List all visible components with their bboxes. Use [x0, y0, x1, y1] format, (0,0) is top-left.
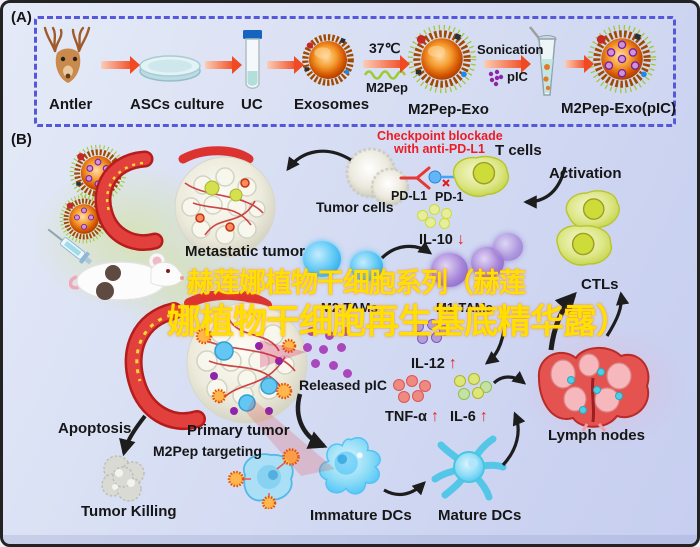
pic-dots-icon	[488, 69, 504, 87]
cytokine-il10-name: IL-10	[419, 232, 453, 248]
watermark-line2: 娜植物干细胞再生基底精华露）	[167, 302, 630, 342]
process-arrow-5	[484, 55, 531, 73]
immature-dc-icon	[318, 437, 381, 495]
m2pep-exosome-pic-icon	[587, 24, 657, 94]
tumor-killing-cell-icon	[101, 455, 145, 502]
ctl-cell-icon-2	[556, 225, 613, 266]
m1-tams-label: M1-TAMs	[436, 300, 493, 315]
cytokine-tnf: TNF-α ↑	[385, 408, 439, 426]
cytokine-il6: IL-6 ↑	[450, 408, 488, 426]
il6-dots	[452, 373, 494, 407]
process-arrow-3	[267, 56, 304, 74]
watermark-line1: 赫莲娜植物干细胞系列（赫莲	[187, 268, 526, 299]
checkpoint-note-line2: with anti-PD-L1	[394, 142, 485, 156]
cytokine-tnf-name: TNF-α	[385, 409, 427, 425]
ctl-cell-icon-1	[565, 190, 620, 231]
cytokine-il6-arrow: ↑	[479, 408, 488, 425]
m2-tams-label: M2-TAMs	[321, 300, 378, 315]
pd-l1-label: PD-L1	[391, 189, 428, 203]
step-label-m2pep-exo-pic: M2Pep-Exo(pIC)	[561, 100, 677, 117]
metastatic-tumor-label: Metastatic tumor	[185, 243, 306, 260]
step-label-exosomes: Exosomes	[294, 96, 370, 113]
panel-b-tag: (B)	[11, 131, 32, 148]
process-arrow-2	[205, 56, 242, 74]
lymph-node-icon	[537, 347, 650, 432]
syringe-icon	[47, 228, 93, 265]
m2pep-squiggle-icon	[363, 70, 407, 80]
metastatic-tumor-icon	[94, 146, 276, 258]
ctls-label: CTLs	[581, 276, 619, 293]
checkpoint-note-line1: Checkpoint blockade	[377, 129, 503, 143]
m2pep-targeting-cell-icon	[227, 448, 300, 509]
tnf-dots	[393, 375, 433, 407]
t-cells-label: T cells	[495, 142, 542, 159]
step-label-uc: UC	[241, 96, 263, 113]
t-cell-icon	[452, 155, 510, 197]
tumor-killing-label: Tumor Killing	[81, 503, 177, 520]
temp-label: 37℃	[369, 40, 401, 56]
activation-label: Activation	[549, 165, 622, 182]
mouse-icon	[69, 252, 184, 303]
panel-a-tag: (A)	[11, 9, 32, 26]
cytokine-il12-arrow: ↑	[448, 355, 457, 372]
centrifuge-tube-icon	[243, 30, 262, 89]
immature-dcs-label: Immature DCs	[310, 507, 412, 524]
pic-label: pIC	[507, 69, 528, 84]
primary-tumor-icon	[124, 291, 308, 431]
mature-dc-icon	[431, 435, 507, 501]
m2pep-label: M2Pep	[366, 80, 408, 95]
petri-dish-icon	[139, 55, 201, 82]
m2-tam-cell-2	[350, 251, 383, 281]
tumor-cells-label: Tumor cells	[316, 199, 394, 215]
il10-dots	[417, 202, 459, 229]
cytokine-il12-name: IL-12	[411, 356, 445, 372]
cytokine-il10: IL-10 ↓	[419, 231, 465, 249]
exosome-icon	[302, 34, 354, 86]
m2-tam-cell-1	[303, 241, 341, 277]
released-pic-dots	[303, 327, 352, 381]
sonication-label: Sonication	[477, 42, 544, 57]
bottom-shade	[3, 535, 697, 544]
deer-antler-icon	[43, 26, 91, 83]
step-label-m2pep-exo: M2Pep-Exo	[408, 101, 489, 118]
m2pep-exosome-icon	[407, 24, 477, 94]
m1-tam-cell-1	[431, 253, 468, 287]
cytokine-il6-name: IL-6	[450, 409, 476, 425]
cytokine-il10-arrow: ↓	[456, 231, 465, 248]
tumor-cells-icon	[345, 147, 410, 207]
step-label-ascs-culture: ASCs culture	[130, 96, 225, 113]
released-pic-label: Released pIC	[299, 377, 387, 393]
process-arrow-1	[101, 56, 140, 74]
sonication-tube-icon	[529, 26, 557, 96]
process-arrow-4	[363, 55, 410, 73]
il12-dots	[411, 319, 451, 351]
cytokine-tnf-arrow: ↑	[430, 408, 439, 425]
m1-tam-cell-3	[493, 233, 523, 261]
mature-dcs-label: Mature DCs	[438, 507, 522, 524]
cytokine-il12: IL-12 ↑	[411, 355, 457, 373]
primary-tumor-label: Primary tumor	[187, 422, 290, 439]
step-label-antler: Antler	[49, 96, 93, 113]
apoptosis-label: Apoptosis	[58, 420, 132, 437]
process-arrow-6	[565, 55, 594, 73]
m2pep-targeting-label: M2Pep targeting	[153, 443, 262, 459]
pd-1-label: PD-1	[435, 190, 464, 204]
lymph-nodes-label: Lymph nodes	[548, 427, 645, 444]
